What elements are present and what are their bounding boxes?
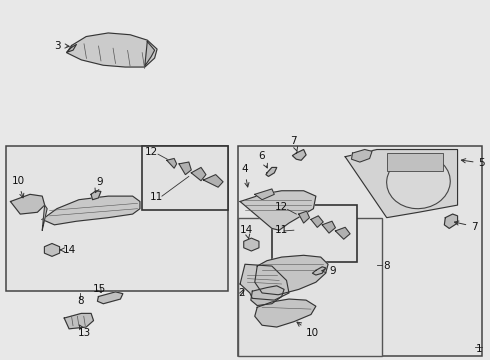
Polygon shape [67, 44, 76, 52]
Text: 9: 9 [322, 266, 336, 276]
Polygon shape [255, 299, 316, 327]
Text: 3: 3 [54, 41, 69, 50]
Text: 5: 5 [462, 158, 485, 168]
Text: 12: 12 [274, 202, 288, 212]
Polygon shape [64, 314, 94, 329]
Text: 14: 14 [60, 245, 76, 255]
Text: 1: 1 [476, 343, 483, 354]
Polygon shape [293, 149, 306, 160]
Polygon shape [42, 205, 47, 230]
Polygon shape [91, 191, 101, 200]
Text: 14: 14 [240, 225, 253, 239]
Text: 7: 7 [291, 136, 297, 152]
Polygon shape [98, 292, 123, 304]
Text: 4: 4 [241, 164, 249, 187]
Bar [272, 205, 357, 262]
Polygon shape [311, 216, 323, 227]
Text: 6: 6 [258, 150, 268, 168]
Bar [238, 218, 382, 356]
Bar [143, 146, 228, 211]
Polygon shape [67, 33, 157, 67]
Polygon shape [167, 158, 176, 168]
Polygon shape [299, 211, 310, 223]
Polygon shape [145, 41, 155, 66]
Text: 11: 11 [275, 225, 288, 235]
Text: 8: 8 [383, 261, 390, 271]
Polygon shape [10, 194, 45, 214]
Polygon shape [240, 191, 316, 230]
Polygon shape [335, 227, 350, 239]
Polygon shape [444, 214, 458, 228]
Text: 9: 9 [95, 177, 103, 193]
Polygon shape [179, 162, 191, 175]
Polygon shape [322, 221, 335, 233]
Polygon shape [351, 149, 372, 162]
Bar [387, 153, 443, 171]
Bar [238, 146, 482, 356]
Text: 10: 10 [297, 322, 319, 338]
Text: 8: 8 [77, 296, 84, 306]
Text: 12: 12 [145, 147, 158, 157]
Polygon shape [255, 255, 328, 295]
Text: 2: 2 [239, 288, 245, 298]
Ellipse shape [387, 155, 450, 209]
Text: 13: 13 [78, 325, 91, 338]
Text: 15: 15 [93, 284, 106, 294]
Bar [5, 146, 228, 291]
Polygon shape [345, 149, 458, 218]
Text: 7: 7 [455, 221, 478, 231]
Polygon shape [313, 267, 326, 275]
Polygon shape [240, 264, 289, 300]
Polygon shape [255, 189, 274, 200]
Polygon shape [251, 286, 284, 306]
Polygon shape [191, 167, 206, 181]
Polygon shape [203, 175, 223, 187]
Text: 11: 11 [150, 192, 163, 202]
Text: 10: 10 [11, 176, 24, 198]
Polygon shape [42, 196, 140, 225]
Polygon shape [266, 167, 277, 176]
